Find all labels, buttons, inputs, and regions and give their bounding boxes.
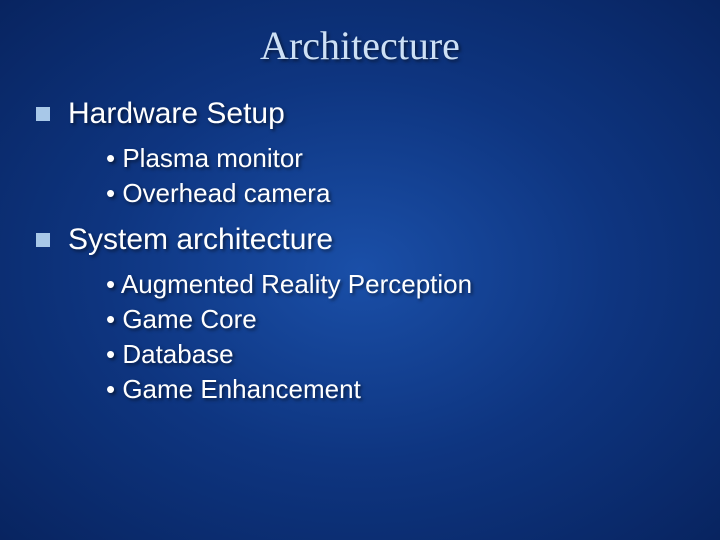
list-item: • Game Enhancement [106, 372, 684, 407]
slide-content: Hardware Setup • Plasma monitor • Overhe… [0, 97, 720, 408]
sub-list: • Augmented Reality Perception • Game Co… [36, 267, 684, 407]
square-bullet-icon [36, 233, 50, 247]
square-bullet-icon [36, 107, 50, 121]
slide: Architecture Hardware Setup • Plasma mon… [0, 0, 720, 540]
section-hardware: Hardware Setup • Plasma monitor • Overhe… [36, 97, 684, 211]
list-item: • Plasma monitor [106, 141, 684, 176]
section-system: System architecture • Augmented Reality … [36, 223, 684, 407]
list-item: • Overhead camera [106, 176, 684, 211]
list-item: • Database [106, 337, 684, 372]
section-header: System architecture [36, 223, 684, 257]
section-title: Hardware Setup [68, 97, 285, 131]
section-title: System architecture [68, 223, 333, 257]
slide-title: Architecture [0, 0, 720, 97]
sub-list: • Plasma monitor • Overhead camera [36, 141, 684, 211]
list-item: • Game Core [106, 302, 684, 337]
list-item: • Augmented Reality Perception [106, 267, 684, 302]
section-header: Hardware Setup [36, 97, 684, 131]
